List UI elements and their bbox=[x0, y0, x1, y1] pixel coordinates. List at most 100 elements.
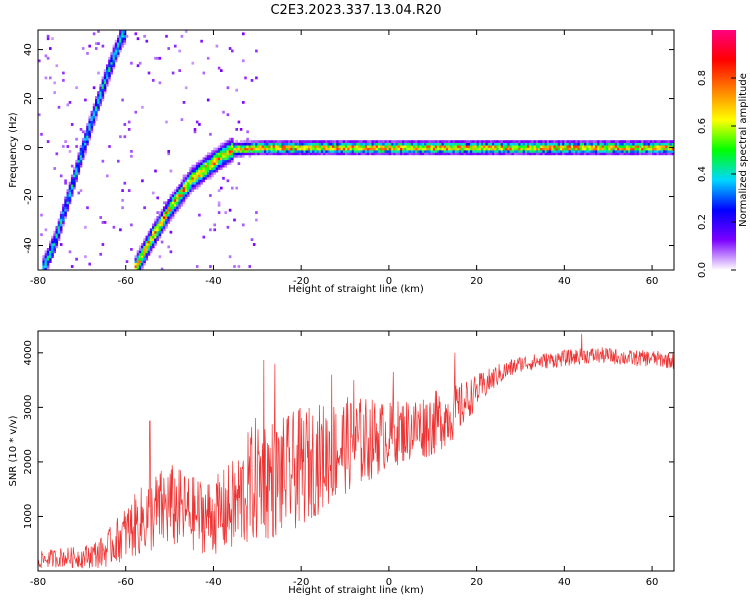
spectrogram-cell bbox=[531, 140, 534, 143]
spectrogram-cell bbox=[169, 169, 173, 173]
spectrogram-cell bbox=[55, 64, 59, 68]
spectrogram-cell bbox=[90, 128, 94, 131]
spectrogram-cell bbox=[595, 150, 598, 153]
spectrogram-cell bbox=[163, 208, 166, 212]
spectrogram-cell bbox=[551, 147, 554, 151]
spectrogram-cell bbox=[606, 140, 609, 143]
spectrogram-cell bbox=[217, 66, 221, 70]
spectrogram-cell bbox=[654, 150, 657, 153]
spectrogram-cell bbox=[64, 208, 67, 212]
spectrogram-cell bbox=[112, 49, 116, 53]
spectrogram-cell bbox=[171, 208, 175, 212]
spectrogram-cell bbox=[290, 150, 293, 153]
spectrogram-cell bbox=[342, 142, 346, 146]
spectrogram-cell bbox=[527, 147, 530, 151]
spectrogram-cell bbox=[353, 142, 357, 146]
spectrogram-cell bbox=[202, 174, 206, 178]
spectrogram-cell bbox=[463, 142, 467, 146]
spectrogram-cell bbox=[193, 128, 197, 131]
spectrogram-cell bbox=[213, 154, 216, 158]
spectrogram-cell bbox=[588, 152, 592, 156]
spectrogram-cell bbox=[369, 140, 372, 143]
spectrogram-cell bbox=[649, 142, 653, 146]
spectrogram-cell bbox=[235, 128, 238, 131]
spectrogram-cell bbox=[597, 150, 600, 153]
spectrogram-cell bbox=[564, 150, 567, 153]
spectrogram-cell bbox=[461, 140, 464, 143]
spectrogram-cell bbox=[448, 142, 451, 146]
spectrogram-cell bbox=[277, 140, 280, 143]
spectrogram-cell bbox=[636, 150, 640, 153]
spectrogram-cell bbox=[174, 191, 177, 195]
spectrogram-cell bbox=[202, 235, 206, 239]
spectrogram-cell bbox=[406, 145, 409, 148]
spectrogram-cell bbox=[452, 147, 456, 151]
spectrogram-cell bbox=[213, 150, 216, 153]
spectrogram-cell bbox=[55, 235, 59, 239]
spectrogram-cell bbox=[268, 147, 271, 151]
spectrogram-cell bbox=[204, 157, 208, 161]
spectrogram-cell bbox=[345, 145, 348, 148]
spectrogram-cell bbox=[178, 206, 181, 210]
spectrogram-cell bbox=[130, 248, 133, 251]
spectrogram-cell bbox=[75, 174, 78, 178]
spectrogram-cell bbox=[51, 240, 54, 244]
spectrogram-cell bbox=[64, 181, 67, 185]
spectrogram-cell bbox=[367, 150, 370, 153]
spectrogram-cell bbox=[99, 88, 102, 92]
spectrogram-cell bbox=[84, 142, 87, 146]
spectrogram-cell bbox=[231, 159, 234, 163]
spectrogram-cell bbox=[492, 145, 495, 148]
spectrogram-cell bbox=[204, 162, 208, 165]
spectrogram-cell bbox=[263, 142, 267, 146]
spectrogram-cell bbox=[553, 150, 556, 153]
spectrogram-cell bbox=[191, 184, 195, 188]
spectrogram-cell bbox=[367, 145, 370, 148]
spectrogram-cell bbox=[106, 66, 109, 70]
snr-x-tick-label: 60 bbox=[646, 577, 659, 588]
spectrogram-cell bbox=[435, 142, 438, 146]
spectrogram-cell bbox=[555, 152, 559, 156]
spectrogram-cell bbox=[516, 147, 519, 151]
spectrogram-cell bbox=[353, 140, 357, 143]
spectrogram-cell bbox=[171, 71, 175, 75]
spectrogram-cell bbox=[136, 262, 140, 266]
spectrogram-cell bbox=[338, 150, 342, 153]
spectrogram-cell bbox=[630, 147, 633, 151]
spectrogram-cell bbox=[437, 147, 440, 151]
spectrogram-cell bbox=[627, 145, 631, 148]
spectrogram-cell bbox=[649, 147, 653, 151]
spectrogram-cell bbox=[250, 152, 254, 156]
spectrogram-cell bbox=[81, 140, 85, 143]
spectrogram-cell bbox=[426, 142, 429, 146]
spectrogram-cell bbox=[283, 150, 287, 153]
spectrogram-cell bbox=[496, 145, 499, 148]
spectrogram-cell bbox=[437, 140, 440, 143]
spectrogram-cell bbox=[522, 152, 526, 156]
spectrogram-cell bbox=[163, 223, 166, 227]
spectrogram-cell bbox=[90, 118, 94, 121]
spectrogram-cell bbox=[211, 169, 214, 173]
spectrogram-cell bbox=[44, 267, 48, 271]
spectrogram-cell bbox=[108, 74, 111, 77]
spectrogram-cell bbox=[38, 59, 41, 63]
spectrogram-cell bbox=[237, 150, 241, 153]
spectrogram-cell bbox=[395, 152, 399, 156]
spectrogram-cell bbox=[49, 76, 52, 80]
spectrogram-cell bbox=[599, 147, 602, 151]
spectrogram-cell bbox=[452, 152, 456, 156]
spectrogram-cell bbox=[237, 142, 241, 146]
spectrogram-cell bbox=[90, 123, 94, 126]
spectrogram-cell bbox=[189, 181, 192, 185]
spectrogram-cell bbox=[66, 103, 70, 107]
spectrogram-cell bbox=[478, 152, 482, 156]
spectrogram-cell bbox=[340, 152, 344, 156]
spectrogram-cell bbox=[206, 174, 210, 178]
spectrogram-cell bbox=[191, 172, 195, 175]
spectrogram-cell bbox=[312, 150, 315, 153]
spectrogram-cell bbox=[103, 86, 107, 90]
spectrogram-cell bbox=[573, 152, 576, 156]
spectrogram-cell bbox=[187, 174, 190, 178]
spectrogram-cell bbox=[303, 150, 306, 153]
spectrogram-cell bbox=[584, 152, 587, 156]
